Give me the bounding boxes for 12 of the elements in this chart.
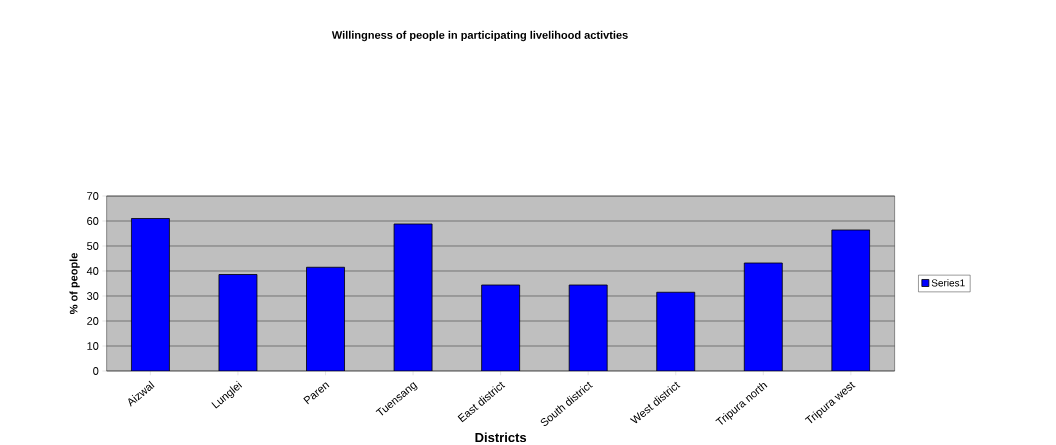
- y-tick-label: 0: [93, 366, 99, 375]
- chart-title: Willingness of people in participating livelihood activties: [331, 30, 628, 41]
- y-tick-label: 60: [87, 216, 99, 225]
- y-tick-label: 40: [86, 266, 99, 275]
- x-axis-title: Districts: [475, 432, 527, 442]
- y-tick-label: 70: [87, 191, 99, 200]
- y-axis-title: % of people: [69, 252, 80, 314]
- y-tick-label: 30: [87, 291, 99, 300]
- legend-label: Series1: [931, 278, 965, 287]
- y-tick-label: 10: [87, 341, 99, 350]
- y-tick-label: 20: [87, 316, 99, 325]
- y-tick-label: 50: [87, 241, 99, 250]
